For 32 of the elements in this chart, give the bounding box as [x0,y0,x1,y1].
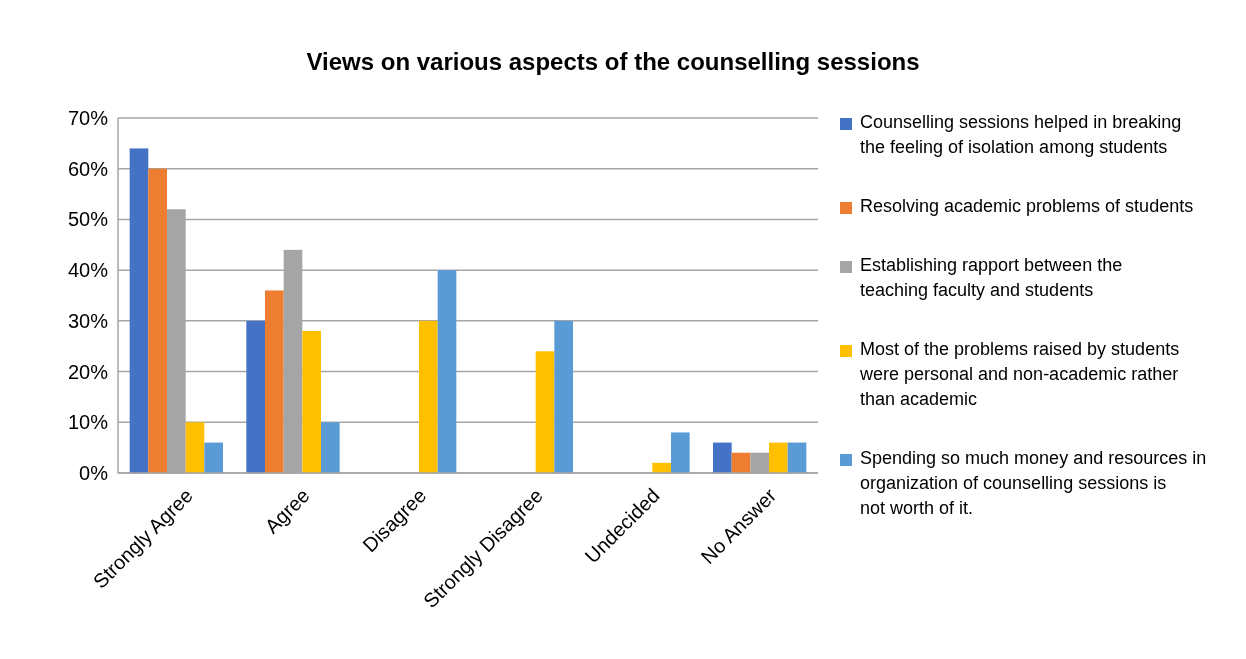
y-tick-label: 60% [67,157,109,180]
bar [321,422,340,473]
bar [535,351,555,473]
bar [769,442,788,473]
y-tick-label: 50% [67,208,109,231]
bar [148,168,167,473]
legend-label: Most of the problems raised by students were personal and non-academic rather than academic [859,339,1180,410]
y-tick-label: 10% [67,411,109,434]
legend-label: Counselling sessions helped in breaking the feeling of isolation among students [860,112,1182,158]
bar [652,462,671,473]
legend-label: Resolving academic problems of students [860,196,1194,217]
bar [731,452,751,473]
y-tick-label: 30% [67,309,109,332]
bar [204,442,223,473]
bar [246,320,265,473]
y-tick-label: 70% [67,107,109,129]
bar [554,320,573,473]
y-tick-label: 20% [67,360,109,383]
y-tick-label: 0% [79,462,109,484]
bar [713,442,732,473]
bar [265,290,284,473]
legend-label: Establishing rapport between the teaching faculty and students [860,255,1123,301]
bar [437,270,457,473]
bar [671,432,690,473]
y-tick-label: 40% [67,259,109,282]
bar [185,422,205,473]
legend-label: Spending so much money and resources in organization of counselling sessions is not worth of it. [860,448,1207,519]
chart-title: Views on various aspects of the counselling sessions [306,48,920,75]
bar [787,442,807,473]
bar [419,320,438,473]
bar [302,331,321,473]
bar [129,148,149,473]
